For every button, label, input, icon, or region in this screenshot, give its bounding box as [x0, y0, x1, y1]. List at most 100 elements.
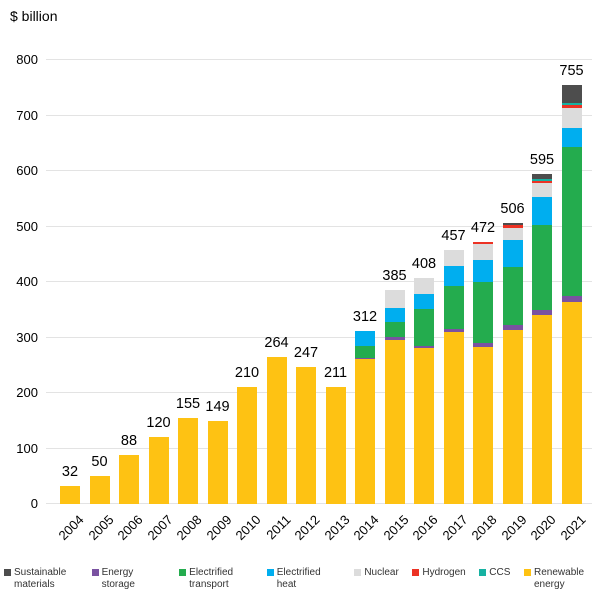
total-label-2005: 50: [91, 454, 108, 471]
segment-sustainable-materials-2020: [532, 173, 552, 180]
y-tick-label: 100: [16, 440, 38, 456]
total-label-2021: 755: [559, 62, 584, 79]
segment-renewable-energy-2013: [325, 386, 346, 504]
gridline: [46, 225, 592, 227]
bar-2014: [355, 330, 375, 504]
legend-label: Renewable energy: [534, 567, 585, 590]
y-tick-label: 200: [16, 385, 38, 400]
segment-hydrogen-2021: [561, 105, 582, 108]
legend-item-ccs: CCS: [479, 567, 510, 579]
y-tick-label: 600: [16, 163, 38, 178]
segment-electrified-transport-2018: [473, 282, 493, 343]
legend-item-sustainable-materials: Sustainable materials: [4, 567, 78, 590]
segment-hydrogen-2018: [473, 242, 493, 244]
total-label-2008: 155: [175, 395, 201, 412]
segment-renewable-energy-2015: [384, 339, 405, 504]
segment-renewable-energy-2017: [443, 331, 464, 504]
gridline: [46, 447, 592, 449]
bar-2020: [532, 173, 552, 504]
legend-label: Hydrogen: [422, 567, 466, 578]
segment-nuclear-2019: [502, 228, 523, 241]
segment-electrified-transport-2017: [443, 285, 464, 329]
segment-ccs-2020: [532, 179, 552, 182]
bar-2019: [502, 223, 523, 504]
bar-2009: [207, 421, 228, 504]
y-tick-label: 400: [16, 274, 38, 289]
legend-swatch-icon: [266, 569, 274, 576]
segment-electrified-heat-2020: [532, 196, 552, 225]
total-label-2012: 247: [293, 344, 319, 361]
total-label-2015: 385: [382, 268, 407, 285]
segment-electrified-heat-2021: [561, 127, 582, 147]
bar-2016: [414, 277, 434, 504]
y-tick-label: 300: [16, 329, 38, 345]
segment-renewable-energy-2014: [355, 358, 375, 504]
segment-energy-storage-2021: [561, 296, 582, 302]
total-label-2013: 211: [323, 364, 348, 381]
segment-renewable-energy-2021: [561, 301, 582, 504]
chart-title: $ billion: [10, 8, 58, 24]
legend-swatch-icon: [524, 569, 531, 576]
legend-label: Electrified transport: [189, 567, 234, 590]
segment-renewable-energy-2012: [296, 366, 316, 504]
segment-electrified-transport-2019: [502, 267, 523, 326]
segment-hydrogen-2019: [502, 225, 523, 229]
bar-2013: [325, 386, 346, 504]
segment-electrified-heat-2018: [473, 260, 493, 283]
segment-sustainable-materials-2021: [561, 85, 582, 103]
bar-2012: [296, 366, 316, 504]
total-label-2004: 32: [61, 464, 79, 481]
segment-renewable-energy-2019: [502, 330, 523, 504]
total-label-2009: 149: [205, 399, 230, 416]
total-label-2017: 457: [441, 228, 466, 245]
segment-sustainable-materials-2019: [502, 223, 523, 226]
total-label-2018: 472: [470, 220, 496, 237]
gridline: [46, 281, 592, 282]
segment-electrified-transport-2015: [384, 321, 405, 337]
legend-item-electrified-transport: Electrified transport: [179, 567, 253, 590]
legend-swatch-icon: [91, 569, 99, 576]
segment-energy-storage-2015: [384, 336, 405, 340]
segment-energy-storage-2017: [443, 328, 464, 332]
segment-renewable-energy-2004: [60, 486, 80, 504]
bar-2007: [148, 437, 169, 504]
bar-2018: [473, 242, 493, 504]
gridline: [46, 336, 592, 338]
total-label-2010: 210: [234, 365, 260, 382]
legend-swatch-icon: [412, 569, 420, 576]
bar-2017: [443, 250, 464, 504]
bar-2015: [384, 290, 405, 504]
bar-2005: [89, 476, 110, 504]
bar-2011: [266, 357, 287, 504]
segment-electrified-transport-2020: [532, 224, 552, 310]
y-tick-label: 700: [16, 107, 38, 123]
segment-renewable-energy-2011: [266, 357, 287, 504]
segment-energy-storage-2018: [473, 342, 493, 347]
segment-energy-storage-2020: [532, 309, 552, 315]
legend-swatch-icon: [479, 569, 487, 576]
segment-renewable-energy-2018: [473, 346, 493, 504]
segment-electrified-heat-2015: [384, 307, 405, 322]
legend-swatch-icon: [354, 569, 362, 576]
gridline: [46, 392, 592, 393]
total-label-2014: 312: [352, 308, 378, 325]
bar-2006: [119, 455, 139, 504]
legend-label: Sustainable materials: [14, 567, 67, 590]
segment-electrified-heat-2016: [414, 294, 434, 310]
gridline: [46, 503, 592, 504]
segment-renewable-energy-2009: [207, 421, 228, 504]
legend-label: Energy storage: [101, 567, 135, 590]
segment-hydrogen-2020: [532, 181, 552, 184]
legend-item-nuclear: Nuclear: [354, 567, 399, 579]
legend-item-renewable-energy: Renewable energy: [524, 567, 598, 590]
segment-electrified-transport-2016: [414, 309, 434, 346]
gridline: [46, 114, 592, 116]
segment-energy-storage-2014: [355, 358, 375, 359]
segment-electrified-transport-2014: [355, 346, 375, 359]
bar-2008: [178, 417, 198, 504]
segment-electrified-heat-2019: [502, 240, 523, 268]
segment-renewable-energy-2008: [178, 417, 198, 504]
total-label-2011: 264: [264, 335, 289, 352]
legend-swatch-icon: [4, 569, 11, 576]
segment-nuclear-2015: [384, 290, 405, 308]
